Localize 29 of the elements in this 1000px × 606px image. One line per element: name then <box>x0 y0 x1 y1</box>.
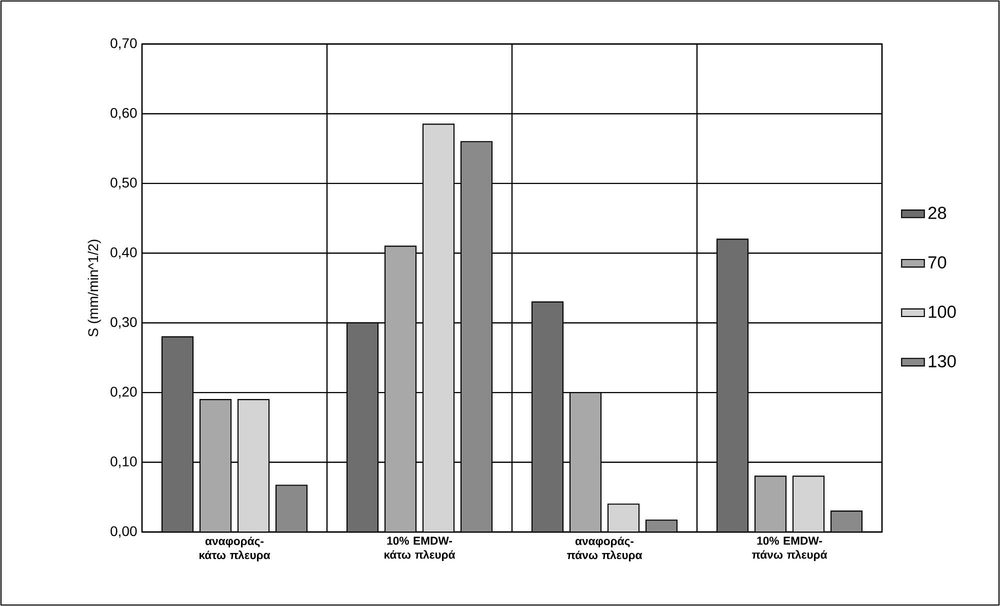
bar <box>792 476 825 532</box>
legend-label: 70 <box>928 256 946 268</box>
x-tick-label: 10% EMDW-κάτω πλευρά <box>384 536 456 561</box>
x-tick-label: 10% EMDW-πάνω πλευρά <box>752 536 828 561</box>
legend-label: 28 <box>928 206 946 220</box>
bar <box>716 238 749 532</box>
bar <box>161 336 194 532</box>
bar <box>237 398 270 532</box>
y-tick-label: 0,30 <box>110 317 137 329</box>
bar <box>346 322 379 532</box>
x-tick-label: αναφοράς-κάτω πλευρα <box>200 536 270 562</box>
bar <box>830 510 863 532</box>
y-tick-label: 0,10 <box>110 456 137 468</box>
legend-label: 130 <box>928 355 956 368</box>
bar <box>422 124 455 532</box>
bar <box>531 301 564 532</box>
bar <box>460 141 493 532</box>
y-tick-label: 0,00 <box>110 526 137 538</box>
y-tick-label: 0,70 <box>110 38 137 50</box>
y-tick-label: 0,60 <box>110 108 137 120</box>
y-tick-label: 0,20 <box>110 386 137 398</box>
x-tick-label: αναφοράς-πάνω πλευρα <box>566 536 642 562</box>
legend-label: 100 <box>928 306 956 318</box>
bar <box>607 504 640 532</box>
bar <box>275 484 308 532</box>
y-tick-label: 0,50 <box>110 178 137 190</box>
y-tick-label: 0,40 <box>110 247 137 259</box>
bar <box>646 520 678 532</box>
y-axis-title: S (mm/min^1/2) <box>88 240 101 337</box>
